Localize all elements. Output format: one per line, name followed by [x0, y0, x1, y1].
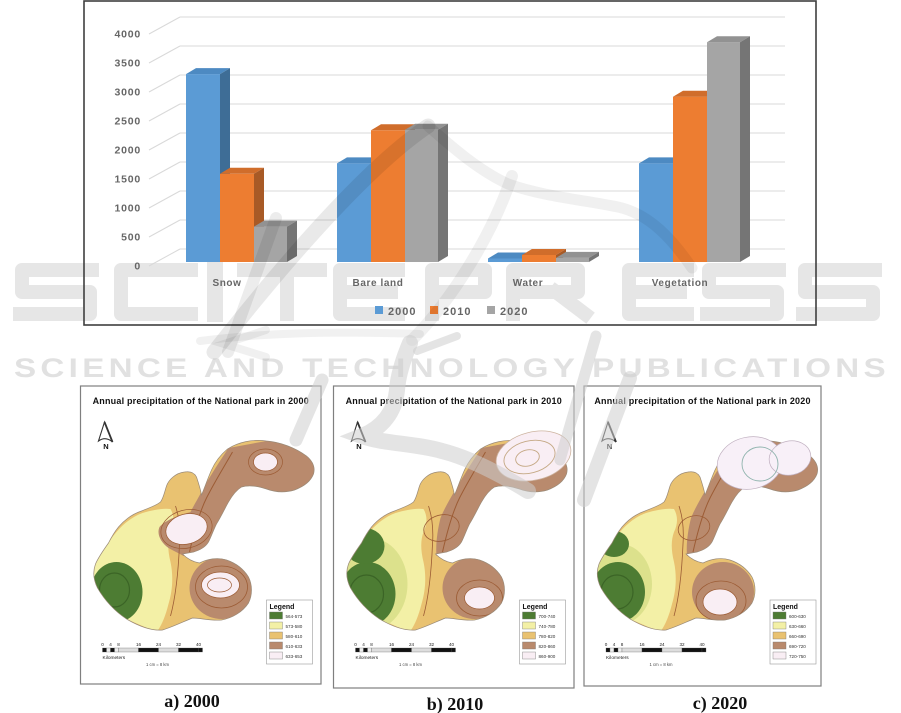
svg-text:660-690: 660-690 — [789, 634, 806, 639]
svg-text:860-900: 860-900 — [539, 654, 556, 659]
svg-text:16: 16 — [389, 642, 395, 647]
svg-text:630-660: 630-660 — [789, 624, 806, 629]
svg-text:1 cm = 8 km: 1 cm = 8 km — [146, 662, 169, 667]
svg-text:3000: 3000 — [114, 87, 141, 99]
svg-text:Vegetation: Vegetation — [652, 278, 709, 289]
svg-text:4: 4 — [109, 642, 112, 647]
svg-text:573-580: 573-580 — [286, 624, 303, 629]
svg-text:2000: 2000 — [114, 145, 141, 157]
svg-text:780-820: 780-820 — [539, 634, 556, 639]
svg-text:3500: 3500 — [114, 58, 141, 70]
svg-text:0: 0 — [354, 642, 357, 647]
svg-text:600-630: 600-630 — [789, 614, 806, 619]
svg-text:4: 4 — [613, 642, 616, 647]
svg-text:Bare land: Bare land — [353, 278, 404, 289]
svg-text:N: N — [356, 442, 361, 451]
svg-text:500: 500 — [121, 232, 141, 244]
svg-text:Legend: Legend — [270, 604, 295, 611]
svg-text:580-610: 580-610 — [286, 634, 303, 639]
svg-text:740-780: 740-780 — [539, 624, 556, 629]
svg-text:Water: Water — [513, 278, 543, 289]
svg-text:16: 16 — [639, 642, 645, 647]
svg-text:0: 0 — [101, 642, 104, 647]
svg-text:700-740: 700-740 — [539, 614, 556, 619]
svg-text:Snow: Snow — [212, 278, 241, 289]
svg-text:24: 24 — [409, 642, 415, 647]
svg-text:8: 8 — [621, 642, 624, 647]
svg-text:Legend: Legend — [773, 604, 798, 611]
svg-text:N: N — [103, 442, 108, 451]
svg-text:1500: 1500 — [114, 174, 141, 186]
svg-text:Annual precipitation of the Na: Annual precipitation of the National par… — [346, 396, 562, 406]
svg-text:720-750: 720-750 — [789, 654, 806, 659]
svg-text:32: 32 — [429, 642, 435, 647]
svg-text:Legend: Legend — [523, 604, 548, 611]
svg-text:610-633: 610-633 — [286, 644, 303, 649]
svg-text:633-653: 633-653 — [286, 654, 303, 659]
svg-text:690-720: 690-720 — [789, 644, 806, 649]
svg-text:2500: 2500 — [114, 116, 141, 128]
svg-text:8: 8 — [117, 642, 120, 647]
svg-text:4: 4 — [362, 642, 365, 647]
svg-text:2010: 2010 — [443, 306, 471, 318]
svg-text:1 cm = 8 km: 1 cm = 8 km — [650, 662, 673, 667]
svg-text:8: 8 — [370, 642, 373, 647]
svg-text:820-860: 820-860 — [539, 644, 556, 649]
svg-text:24: 24 — [156, 642, 162, 647]
svg-text:Annual precipitation of the Na: Annual precipitation of the National par… — [93, 396, 309, 406]
svg-text:b) 2010: b) 2010 — [427, 694, 484, 713]
svg-text:1 cm = 8 km: 1 cm = 8 km — [399, 662, 422, 667]
svg-text:0: 0 — [605, 642, 608, 647]
svg-text:0: 0 — [134, 261, 141, 273]
svg-text:Kilometers: Kilometers — [356, 655, 379, 661]
svg-text:40: 40 — [699, 642, 705, 647]
svg-text:24: 24 — [659, 642, 665, 647]
svg-text:4000: 4000 — [114, 29, 141, 41]
svg-text:32: 32 — [679, 642, 685, 647]
svg-text:1000: 1000 — [114, 203, 141, 215]
svg-text:564-573: 564-573 — [286, 614, 303, 619]
svg-text:c) 2020: c) 2020 — [693, 693, 747, 713]
svg-text:40: 40 — [449, 642, 455, 647]
svg-text:16: 16 — [136, 642, 142, 647]
svg-text:Kilometers: Kilometers — [606, 655, 629, 661]
svg-text:Annual precipitation of the Na: Annual precipitation of the National par… — [594, 396, 810, 406]
svg-text:a) 2000: a) 2000 — [164, 691, 220, 712]
svg-text:Kilometers: Kilometers — [103, 655, 126, 661]
svg-text:SCIENCE AND TECHNOLOGY PUBLICA: SCIENCE AND TECHNOLOGY PUBLICATIONS — [14, 353, 890, 383]
svg-text:40: 40 — [196, 642, 202, 647]
svg-text:2000: 2000 — [388, 306, 416, 318]
svg-text:32: 32 — [176, 642, 182, 647]
svg-text:2020: 2020 — [500, 306, 528, 318]
